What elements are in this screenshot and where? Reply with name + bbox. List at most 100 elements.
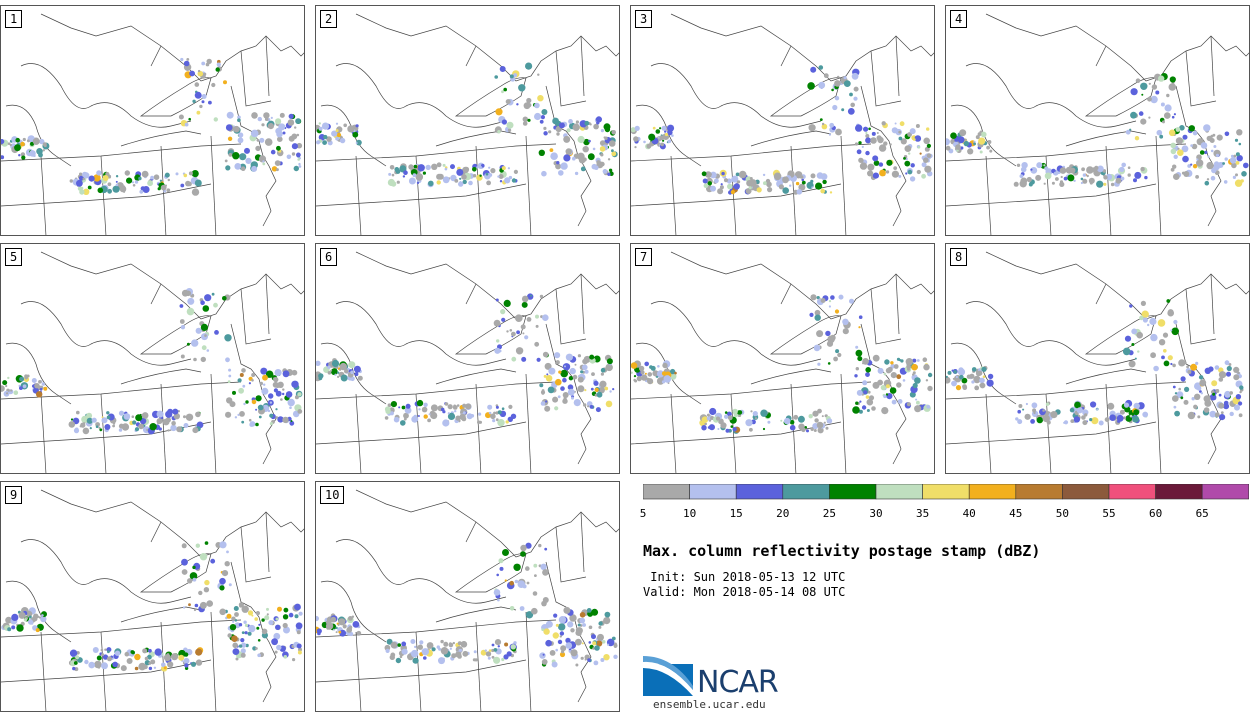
reflectivity-cell <box>228 583 232 587</box>
reflectivity-cell <box>521 295 529 303</box>
reflectivity-cell <box>422 171 426 175</box>
reflectivity-cell <box>730 425 734 428</box>
reflectivity-cell <box>1171 327 1179 336</box>
reflectivity-cell <box>894 122 897 125</box>
reflectivity-cell <box>1124 335 1132 342</box>
reflectivity-cell <box>79 425 83 428</box>
map-boundary <box>780 45 792 67</box>
reflectivity-cell <box>590 387 594 391</box>
reflectivity-cell <box>115 183 119 187</box>
reflectivity-cell <box>240 648 246 654</box>
ensemble-member-panel: 10 <box>315 481 620 712</box>
reflectivity-cell <box>801 427 806 433</box>
map-boundary <box>355 13 619 82</box>
reflectivity-cell <box>821 123 828 130</box>
reflectivity-cell <box>709 407 717 416</box>
reflectivity-cell <box>837 352 842 358</box>
reflectivity-cell <box>167 408 174 415</box>
reflectivity-cell <box>19 376 25 382</box>
reflectivity-cell <box>926 153 932 158</box>
reflectivity-cell <box>1 139 5 144</box>
reflectivity-cell <box>611 636 616 641</box>
map-boundary <box>139 553 212 593</box>
reflectivity-cell <box>352 621 360 628</box>
reflectivity-cell <box>262 374 268 381</box>
reflectivity-cell <box>659 135 665 141</box>
reflectivity-cell <box>1243 162 1249 169</box>
reflectivity-cell <box>316 615 319 622</box>
reflectivity-cell <box>30 141 34 146</box>
reflectivity-cell <box>160 184 167 191</box>
reflectivity-cell <box>241 368 246 373</box>
reflectivity-cell <box>966 374 972 379</box>
colorbar-segment <box>735 484 784 500</box>
reflectivity-cell <box>909 128 916 135</box>
reflectivity-cell <box>276 145 281 151</box>
reflectivity-cell <box>1215 389 1220 393</box>
reflectivity-cell <box>28 615 32 619</box>
reflectivity-cell <box>19 386 23 390</box>
reflectivity-cell <box>862 358 869 365</box>
reflectivity-cell <box>258 623 261 626</box>
reflectivity-cell <box>556 161 560 165</box>
reflectivity-cell <box>248 382 251 385</box>
reflectivity-cell <box>987 373 994 380</box>
reflectivity-cell <box>403 412 409 419</box>
reflectivity-cell <box>1147 323 1150 327</box>
reflectivity-cell <box>811 186 814 189</box>
reflectivity-cell <box>386 638 393 645</box>
reflectivity-cell <box>1060 175 1063 179</box>
colorbar-tick-label: 45 <box>1009 507 1023 520</box>
reflectivity-cell <box>1155 90 1160 95</box>
reflectivity-cell <box>641 374 648 381</box>
reflectivity-cell <box>773 172 782 181</box>
reflectivity-cell <box>598 621 603 626</box>
reflectivity-cell <box>1211 380 1218 387</box>
reflectivity-cell <box>96 655 102 661</box>
reflectivity-cell <box>852 406 860 414</box>
reflectivity-cell <box>1130 111 1137 119</box>
reflectivity-map <box>1 251 304 473</box>
reflectivity-cell <box>857 356 863 362</box>
reflectivity-cell <box>509 580 514 586</box>
reflectivity-cell <box>255 145 261 152</box>
reflectivity-cell <box>922 357 928 362</box>
reflectivity-cell <box>156 410 164 418</box>
reflectivity-cell <box>1177 147 1180 150</box>
reflectivity-cell <box>607 158 611 161</box>
reflectivity-cell <box>493 656 501 664</box>
reflectivity-cell <box>783 417 791 425</box>
reflectivity-cell <box>1 385 5 392</box>
reflectivity-cell <box>1129 414 1133 418</box>
reflectivity-cell <box>555 648 558 652</box>
reflectivity-cell <box>517 580 526 588</box>
reflectivity-cell <box>866 398 874 406</box>
reflectivity-cell <box>1198 375 1204 380</box>
reflectivity-cell <box>277 381 284 388</box>
reflectivity-cell <box>801 178 804 182</box>
reflectivity-cell <box>251 379 254 382</box>
reflectivity-cell <box>961 377 968 384</box>
reflectivity-cell <box>170 653 179 661</box>
reflectivity-cell <box>264 138 273 146</box>
reflectivity-cell <box>1069 167 1076 174</box>
reflectivity-cell <box>261 628 268 635</box>
map-boundary <box>160 383 167 473</box>
reflectivity-cell <box>843 80 851 87</box>
reflectivity-cell <box>917 146 921 149</box>
reflectivity-cell <box>93 174 101 182</box>
reflectivity-cell <box>134 180 139 184</box>
reflectivity-cell <box>385 648 390 653</box>
reflectivity-cell <box>799 175 804 179</box>
reflectivity-cell <box>189 70 196 77</box>
reflectivity-cell <box>72 666 76 671</box>
reflectivity-cell <box>500 309 506 315</box>
reflectivity-cell <box>291 143 298 150</box>
reflectivity-cell <box>331 130 338 137</box>
reflectivity-cell <box>170 424 177 432</box>
reflectivity-cell <box>488 173 493 177</box>
reflectivity-cell <box>563 606 571 614</box>
reflectivity-cell <box>423 656 427 660</box>
reflectivity-cell <box>1098 420 1104 426</box>
reflectivity-cell <box>806 429 809 433</box>
